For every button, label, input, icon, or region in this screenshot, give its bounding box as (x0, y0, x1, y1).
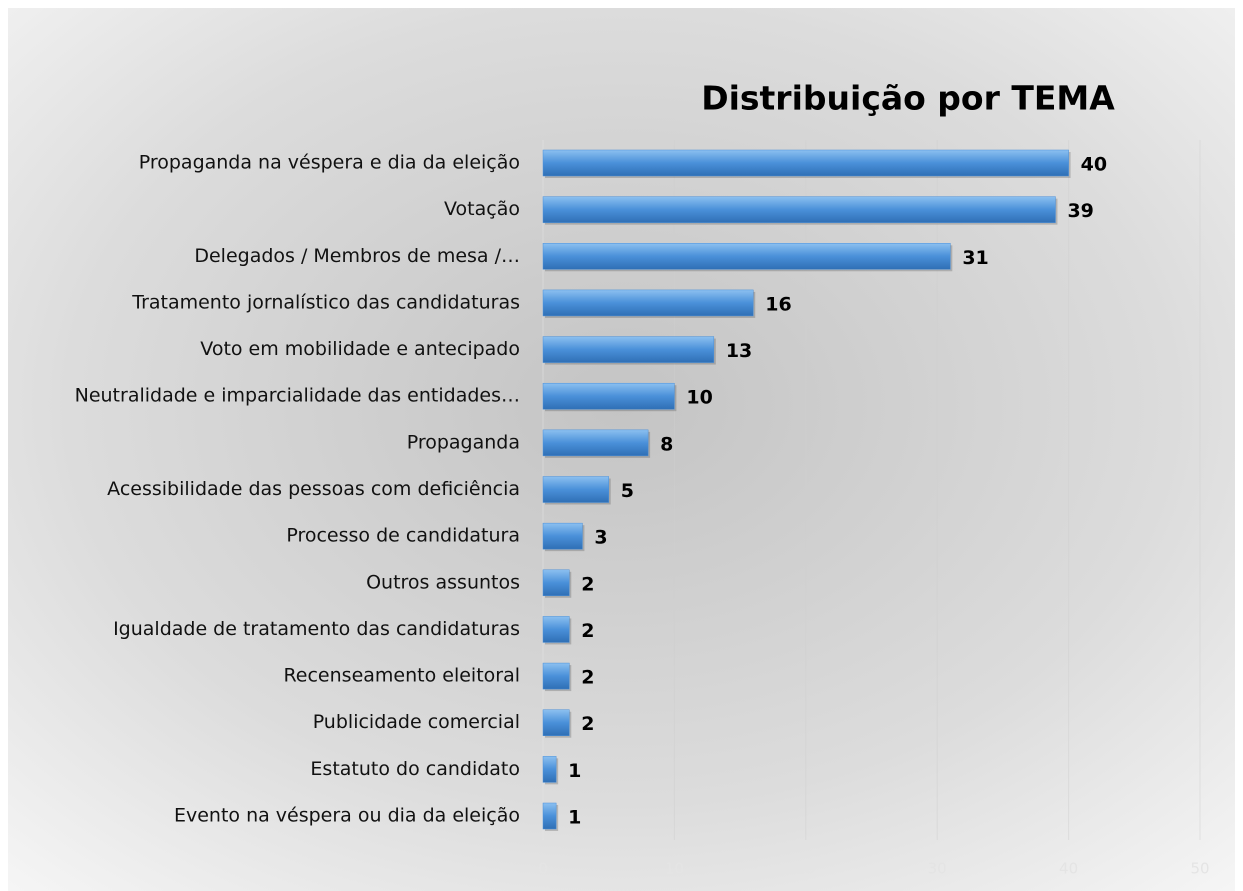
x-tick-label: 10 (665, 860, 684, 878)
y-tick-label: Tratamento jornalístico das candidaturas (131, 291, 520, 313)
bar (542, 336, 715, 363)
y-tick-label: Votação (444, 198, 520, 220)
y-tick-label: Acessibilidade das pessoas com deficiênc… (107, 478, 520, 500)
x-tick-label: 40 (1059, 860, 1078, 878)
y-tick-label: Neutralidade e imparcialidade das entida… (75, 385, 520, 407)
bar (542, 289, 754, 317)
x-tick-label: 30 (928, 860, 947, 878)
y-tick-label: Publicidade comercial (313, 711, 520, 733)
data-label: 2 (581, 573, 594, 595)
data-label: 1 (568, 807, 581, 829)
bar (542, 429, 649, 457)
y-tick-label: Delegados / Membros de mesa /… (194, 245, 520, 267)
x-tick-label: 0 (538, 860, 548, 878)
data-label: 39 (1067, 200, 1093, 222)
data-label: 40 (1081, 154, 1107, 176)
bar (542, 522, 583, 550)
data-label: 10 (686, 387, 712, 409)
bar (542, 802, 557, 830)
data-label: 3 (594, 527, 607, 549)
bar (542, 662, 570, 690)
y-tick-label: Igualdade de tratamento das candidaturas (113, 618, 520, 640)
bar (542, 476, 609, 503)
data-label: 2 (581, 667, 594, 689)
bar (542, 709, 570, 736)
bar (542, 616, 570, 643)
y-tick-label: Outros assuntos (366, 571, 520, 593)
y-tick-label: Propaganda (407, 431, 520, 453)
y-tick-label: Voto em mobilidade e antecipado (200, 338, 520, 360)
bar (542, 569, 570, 597)
data-label: 5 (621, 480, 634, 502)
bar (542, 149, 1069, 177)
data-label: 2 (581, 713, 594, 735)
bar (542, 243, 951, 270)
y-tick-label: Propaganda na véspera e dia da eleição (139, 152, 520, 174)
bar (542, 196, 1056, 223)
data-label: 13 (726, 340, 752, 362)
data-label: 1 (568, 760, 581, 782)
y-tick-label: Estatuto do candidato (310, 758, 520, 780)
y-tick-label: Recenseamento eleitoral (283, 665, 520, 687)
data-label: 31 (962, 247, 988, 269)
data-label: 2 (581, 620, 594, 642)
data-label: 16 (765, 293, 791, 315)
bar (542, 382, 675, 410)
x-tick-label: 50 (1190, 860, 1209, 878)
x-tick-label: 20 (796, 860, 815, 878)
y-tick-label: Evento na véspera ou dia da eleição (174, 805, 520, 827)
chart-title: Distribuição por TEMA (701, 79, 1115, 118)
bar (542, 756, 557, 783)
y-tick-label: Processo de candidatura (286, 525, 520, 547)
data-label: 8 (660, 433, 673, 455)
